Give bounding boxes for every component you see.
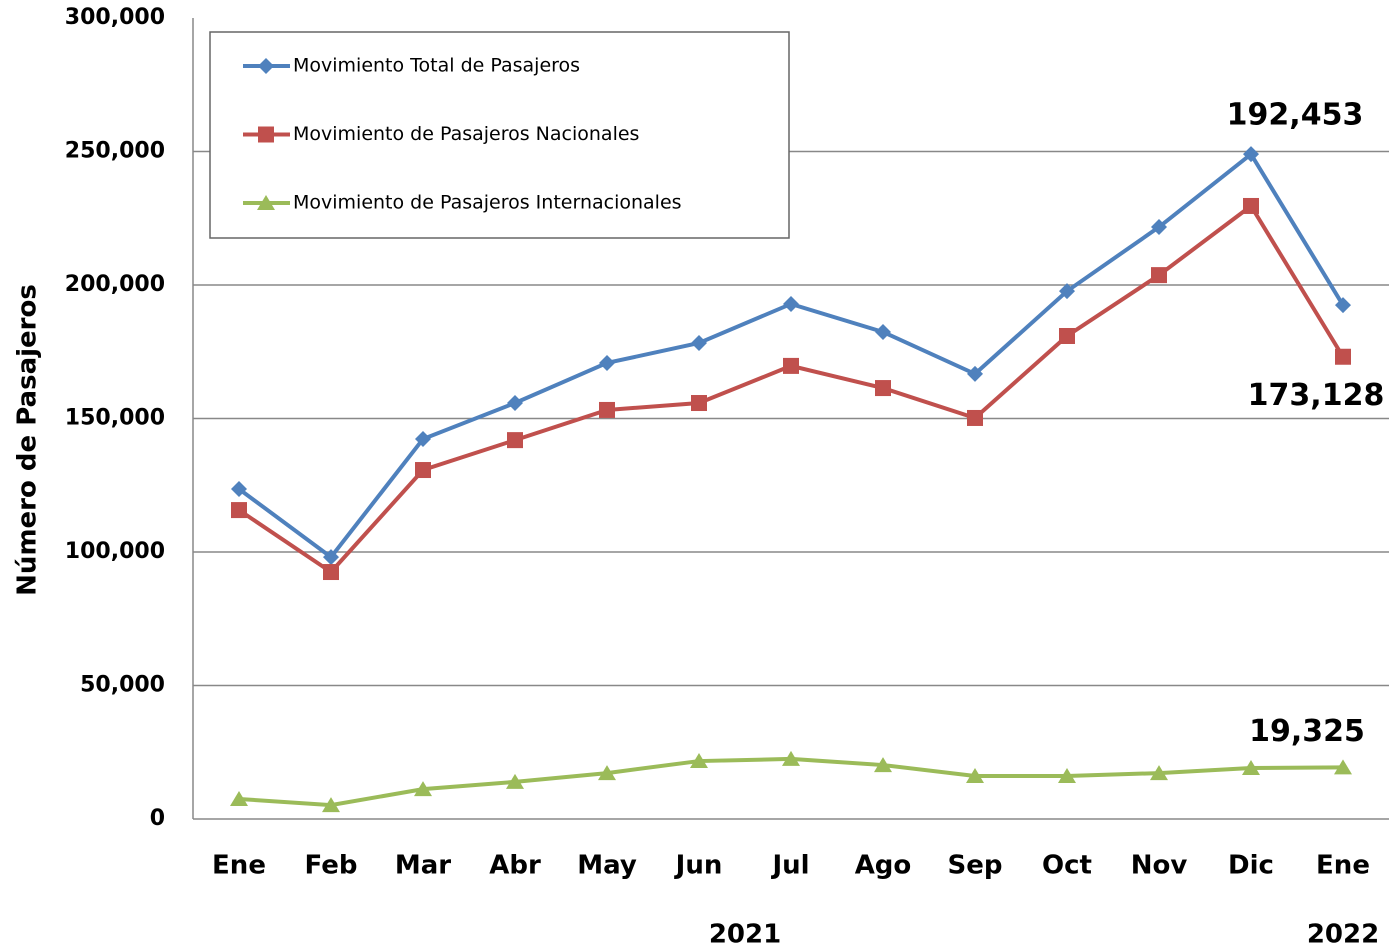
x-tick-label: Nov: [1131, 851, 1188, 881]
data-point: [323, 549, 339, 566]
data-point: [1150, 765, 1168, 781]
data-point: [598, 765, 616, 781]
data-point: [875, 323, 891, 340]
y-tick-label: 150,000: [65, 406, 165, 431]
data-point: [966, 768, 984, 784]
legend-marker: [257, 195, 275, 210]
data-point: [1335, 297, 1351, 314]
data-point: [231, 480, 247, 497]
series-line: [237, 203, 1345, 575]
data-point: [599, 354, 615, 371]
legend-marker: [258, 126, 274, 143]
data-point: [323, 564, 339, 581]
data-label: 19,325: [1249, 714, 1365, 749]
legend-label: Movimiento Total de Pasajeros: [293, 55, 580, 77]
y-tick-label: 300,000: [65, 5, 165, 30]
data-point: [415, 462, 431, 479]
data-point: [783, 357, 799, 374]
x-tick-label: May: [577, 851, 637, 881]
legend-marker: [258, 58, 274, 74]
x-tick-label: Abr: [489, 851, 541, 881]
year-label: 2021: [709, 920, 781, 950]
y-tick-label: 200,000: [65, 272, 165, 297]
legend-label: Movimiento de Pasajeros Internacionales: [293, 192, 682, 214]
legend: [209, 31, 790, 239]
y-axis-title: Número de Pasajeros: [13, 284, 43, 596]
data-label: 192,453: [1227, 98, 1364, 133]
data-point: [875, 380, 891, 397]
y-tick-label: 0: [150, 806, 165, 831]
data-point: [230, 790, 248, 806]
data-point: [599, 401, 615, 418]
data-point: [967, 365, 983, 382]
data-point: [1151, 219, 1167, 236]
data-point: [691, 334, 707, 351]
data-point: [507, 432, 523, 449]
x-tick-label: Mar: [395, 851, 451, 881]
data-point: [322, 797, 340, 813]
data-point: [1335, 348, 1351, 365]
data-point: [414, 781, 432, 797]
x-tick-label: Sep: [948, 851, 1003, 881]
x-tick-label: Oct: [1042, 851, 1092, 881]
y-tick-label: 100,000: [65, 539, 165, 564]
data-point: [690, 753, 708, 769]
year-label: 2022: [1307, 920, 1379, 950]
data-point: [1243, 146, 1259, 163]
x-tick-label: Ene: [1316, 851, 1370, 881]
data-label: 173,128: [1248, 378, 1385, 413]
data-point: [1242, 760, 1260, 776]
data-point: [1059, 327, 1075, 344]
data-point: [1058, 768, 1076, 784]
y-tick-label: 50,000: [80, 673, 165, 698]
data-point: [415, 431, 431, 448]
data-point: [874, 757, 892, 773]
y-tick-label: 250,000: [65, 139, 165, 164]
data-point: [967, 409, 983, 426]
data-point: [1334, 759, 1352, 775]
data-point: [231, 502, 247, 519]
x-tick-label: Jun: [674, 851, 723, 881]
data-point: [507, 395, 523, 412]
data-point: [783, 295, 799, 312]
data-point: [1059, 283, 1075, 300]
data-point: [691, 395, 707, 412]
x-tick-label: Ago: [855, 851, 912, 881]
data-point: [1243, 197, 1259, 214]
x-tick-label: Ene: [212, 851, 266, 881]
x-tick-label: Dic: [1228, 851, 1274, 881]
data-point: [1151, 267, 1167, 284]
data-point: [782, 750, 800, 766]
data-point: [506, 773, 524, 789]
legend-label: Movimiento de Pasajeros Nacionales: [293, 123, 639, 145]
x-tick-label: Feb: [305, 851, 358, 881]
x-tick-label: Jul: [770, 851, 809, 881]
